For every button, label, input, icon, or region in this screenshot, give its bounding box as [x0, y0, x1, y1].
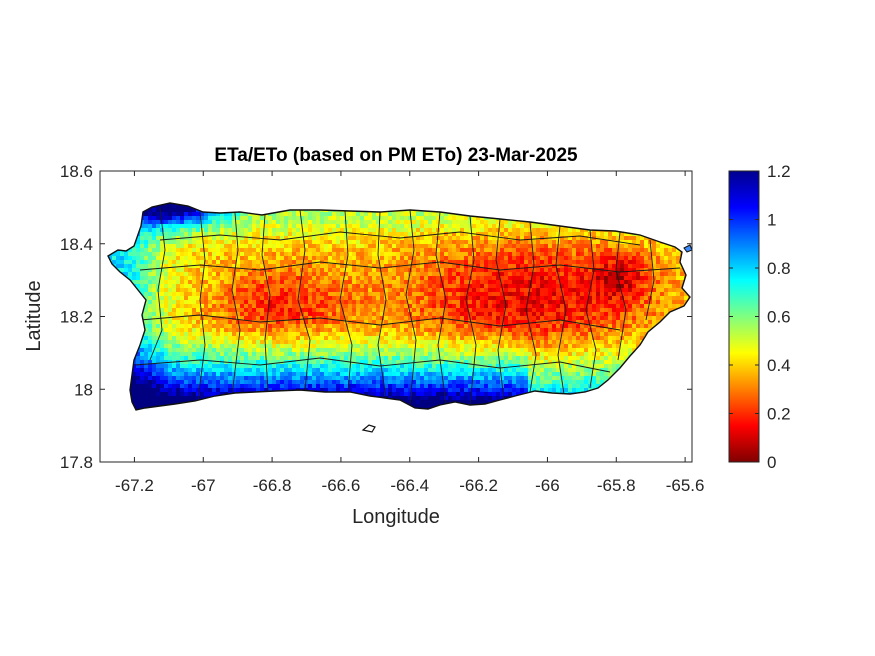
municipality-boundary [139, 261, 681, 273]
colorbar-tick-label: 0 [767, 453, 776, 472]
island-outline [107, 202, 691, 411]
municipality-boundary [159, 231, 641, 246]
y-tick-label: 18.2 [60, 308, 93, 327]
municipality-boundary [465, 215, 477, 406]
colorbar-ticks: 0 0.2 0.4 0.6 0.8 1 1.2 [729, 162, 791, 472]
municipality-boundary [435, 211, 447, 404]
x-tick-label: -66.2 [459, 476, 498, 495]
x-tick-label: -66.4 [390, 476, 429, 495]
municipality-boundary [231, 212, 241, 396]
x-tick-label: -65.6 [666, 476, 705, 495]
x-axis-ticks: -67.2 -67 -66.8 -66.6 -66.4 -66.2 -66 -65.8 -65.… [115, 171, 704, 495]
colorbar-tick-label: 1 [767, 211, 776, 230]
y-axis-ticks: 17.8 18 18.2 18.4 18.6 [60, 162, 692, 472]
municipality-boundary [377, 211, 387, 399]
municipality-boundary [615, 231, 627, 361]
municipality-boundary [525, 221, 537, 393]
heatmap-layer [108, 203, 690, 410]
colorbar [728, 170, 760, 463]
municipality-boundary [149, 207, 166, 361]
y-tick-label: 17.8 [60, 453, 93, 472]
colorbar-tick-label: 0.8 [767, 259, 791, 278]
x-axis-label: Longitude [352, 506, 440, 528]
municipality-boundary [197, 211, 206, 401]
y-axis-label: Latitude [23, 280, 45, 351]
municipality-boundary [645, 239, 655, 321]
colorbar-tick-label: 0.6 [767, 308, 791, 327]
municipality-boundary [339, 210, 353, 393]
municipality-boundary [139, 314, 621, 331]
colorbar-tick-label: 0.2 [767, 405, 791, 424]
x-tick-label: -67.2 [115, 476, 154, 495]
municipality-boundary [555, 225, 567, 395]
y-tick-label: 18.4 [60, 235, 93, 254]
municipality-boundary [134, 357, 611, 373]
municipality-boundaries [134, 207, 681, 406]
x-tick-label: -66 [535, 476, 560, 495]
municipality-boundary [495, 218, 507, 401]
y-tick-label: 18 [74, 380, 93, 399]
municipality-boundary [261, 214, 271, 393]
colorbar-tick-label: 0.4 [767, 356, 791, 375]
x-tick-label: -67 [191, 476, 216, 495]
x-tick-label: -66.8 [253, 476, 292, 495]
small-island-east [683, 244, 693, 253]
x-tick-label: -65.8 [597, 476, 636, 495]
colorbar-tick-label: 1.2 [767, 162, 791, 181]
x-tick-label: -66.6 [322, 476, 361, 495]
y-tick-label: 18.6 [60, 162, 93, 181]
municipality-boundary [585, 229, 597, 389]
chart-title: ETa/ETo (based on PM ETo) 23-Mar-2025 [214, 145, 578, 166]
small-island-caja-de-muertos [361, 424, 376, 433]
